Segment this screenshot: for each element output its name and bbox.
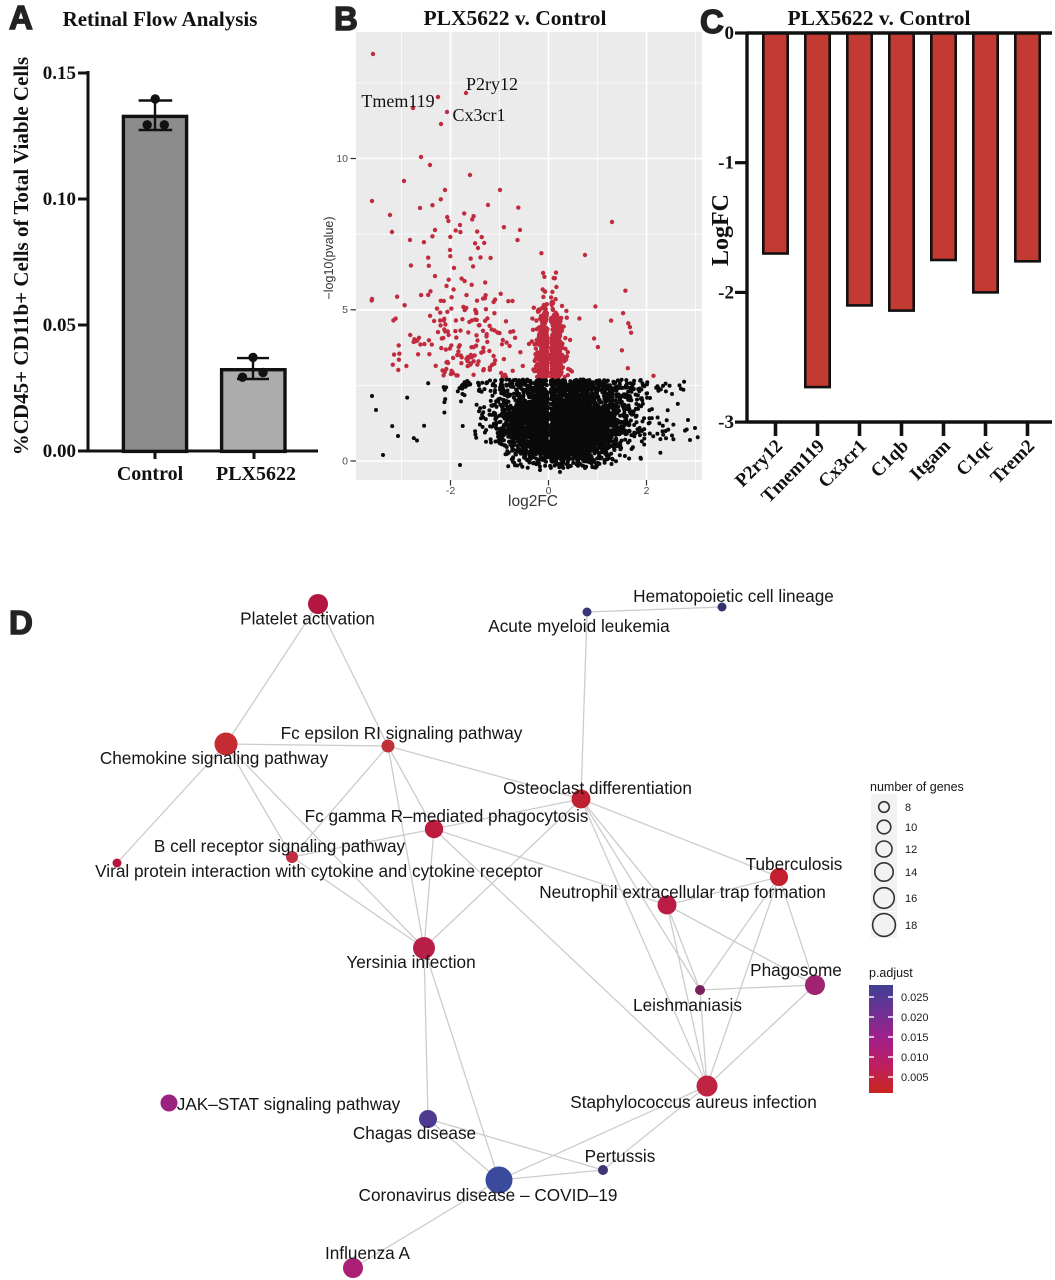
svg-text:0.10: 0.10	[43, 189, 76, 210]
svg-text:A: A	[9, 0, 33, 36]
svg-text:PLX5622 v. Control: PLX5622 v. Control	[424, 6, 607, 30]
svg-text:Retinal Flow Analysis: Retinal Flow Analysis	[63, 7, 258, 31]
svg-text:0.15: 0.15	[43, 63, 76, 84]
svg-text:PLX5622: PLX5622	[216, 463, 296, 485]
svg-text:B: B	[334, 0, 358, 37]
svg-text:%CD45+ CD11b+ Cells of Total V: %CD45+ CD11b+ Cells of Total Viable Cell…	[9, 57, 33, 455]
svg-text:0.00: 0.00	[43, 441, 76, 462]
svg-text:Control: Control	[117, 463, 184, 485]
svg-text:0.05: 0.05	[43, 315, 76, 336]
